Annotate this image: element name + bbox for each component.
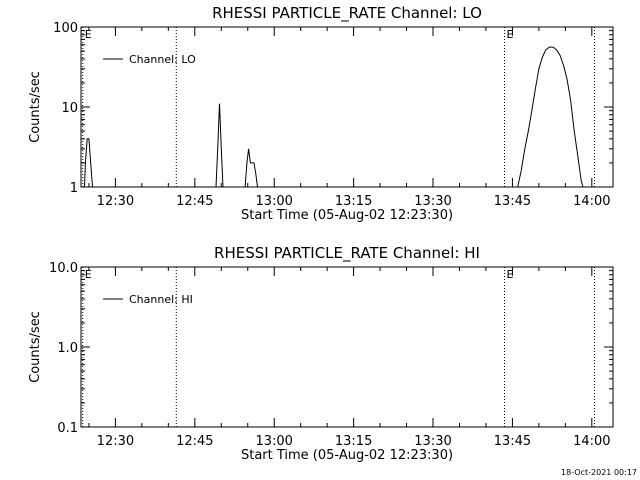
x-axis-label: Start Time (05-Aug-02 12:23:30) — [241, 448, 453, 463]
series-line-channel-lo — [84, 138, 93, 188]
event-marker-label: E — [85, 28, 92, 41]
plot-frame — [80, 266, 614, 428]
x-tick-label: 13:00 — [255, 434, 292, 449]
chart-title: RHESSI PARTICLE_RATE Channel: LO — [212, 4, 482, 23]
y-tick-label: 0.1 — [57, 421, 78, 436]
event-marker-label: E — [506, 268, 513, 281]
series-line-channel-lo — [244, 148, 258, 188]
chart-title: RHESSI PARTICLE_RATE Channel: HI — [214, 244, 480, 263]
x-tick-label: 13:15 — [335, 194, 372, 209]
x-tick-label: 13:45 — [494, 194, 531, 209]
footer-timestamp: 18-Oct-2021 00:17 — [561, 468, 637, 477]
x-tick-label: 13:30 — [414, 194, 451, 209]
y-tick-label: 1.0 — [57, 341, 78, 356]
series-line-channel-lo — [215, 103, 224, 188]
y-tick-label: 10 — [61, 101, 78, 116]
x-axis-label: Start Time (05-Aug-02 12:23:30) — [241, 208, 453, 223]
x-tick-label: 13:00 — [255, 194, 292, 209]
lo-channel-panel: RHESSI PARTICLE_RATE Channel: LO Counts/s… — [28, 4, 614, 223]
y-tick-label: 100 — [53, 21, 78, 36]
x-tick-label: 13:30 — [414, 434, 451, 449]
series-line-channel-lo — [517, 46, 584, 188]
y-axis-label: Counts/sec — [28, 71, 43, 143]
event-marker-label: E — [506, 28, 513, 41]
plot-frame — [80, 26, 614, 188]
y-axis-label: Counts/sec — [28, 311, 43, 383]
y-tick-label: 10.0 — [49, 261, 78, 276]
y-tick-label: 1 — [70, 181, 78, 196]
x-tick-label: 12:30 — [97, 194, 134, 209]
x-tick-label: 12:45 — [176, 194, 213, 209]
x-tick-label: 12:45 — [176, 434, 213, 449]
legend-entry: Channel: HI — [129, 293, 193, 306]
x-tick-label: 14:00 — [573, 194, 610, 209]
event-marker-label: E — [85, 268, 92, 281]
x-tick-label: 12:30 — [97, 434, 134, 449]
x-tick-label: 13:45 — [494, 434, 531, 449]
x-tick-label: 14:00 — [573, 434, 610, 449]
x-tick-label: 13:15 — [335, 434, 372, 449]
hi-channel-panel: RHESSI PARTICLE_RATE Channel: HI Counts/s… — [28, 244, 614, 463]
legend-entry: Channel: LO — [129, 53, 196, 66]
